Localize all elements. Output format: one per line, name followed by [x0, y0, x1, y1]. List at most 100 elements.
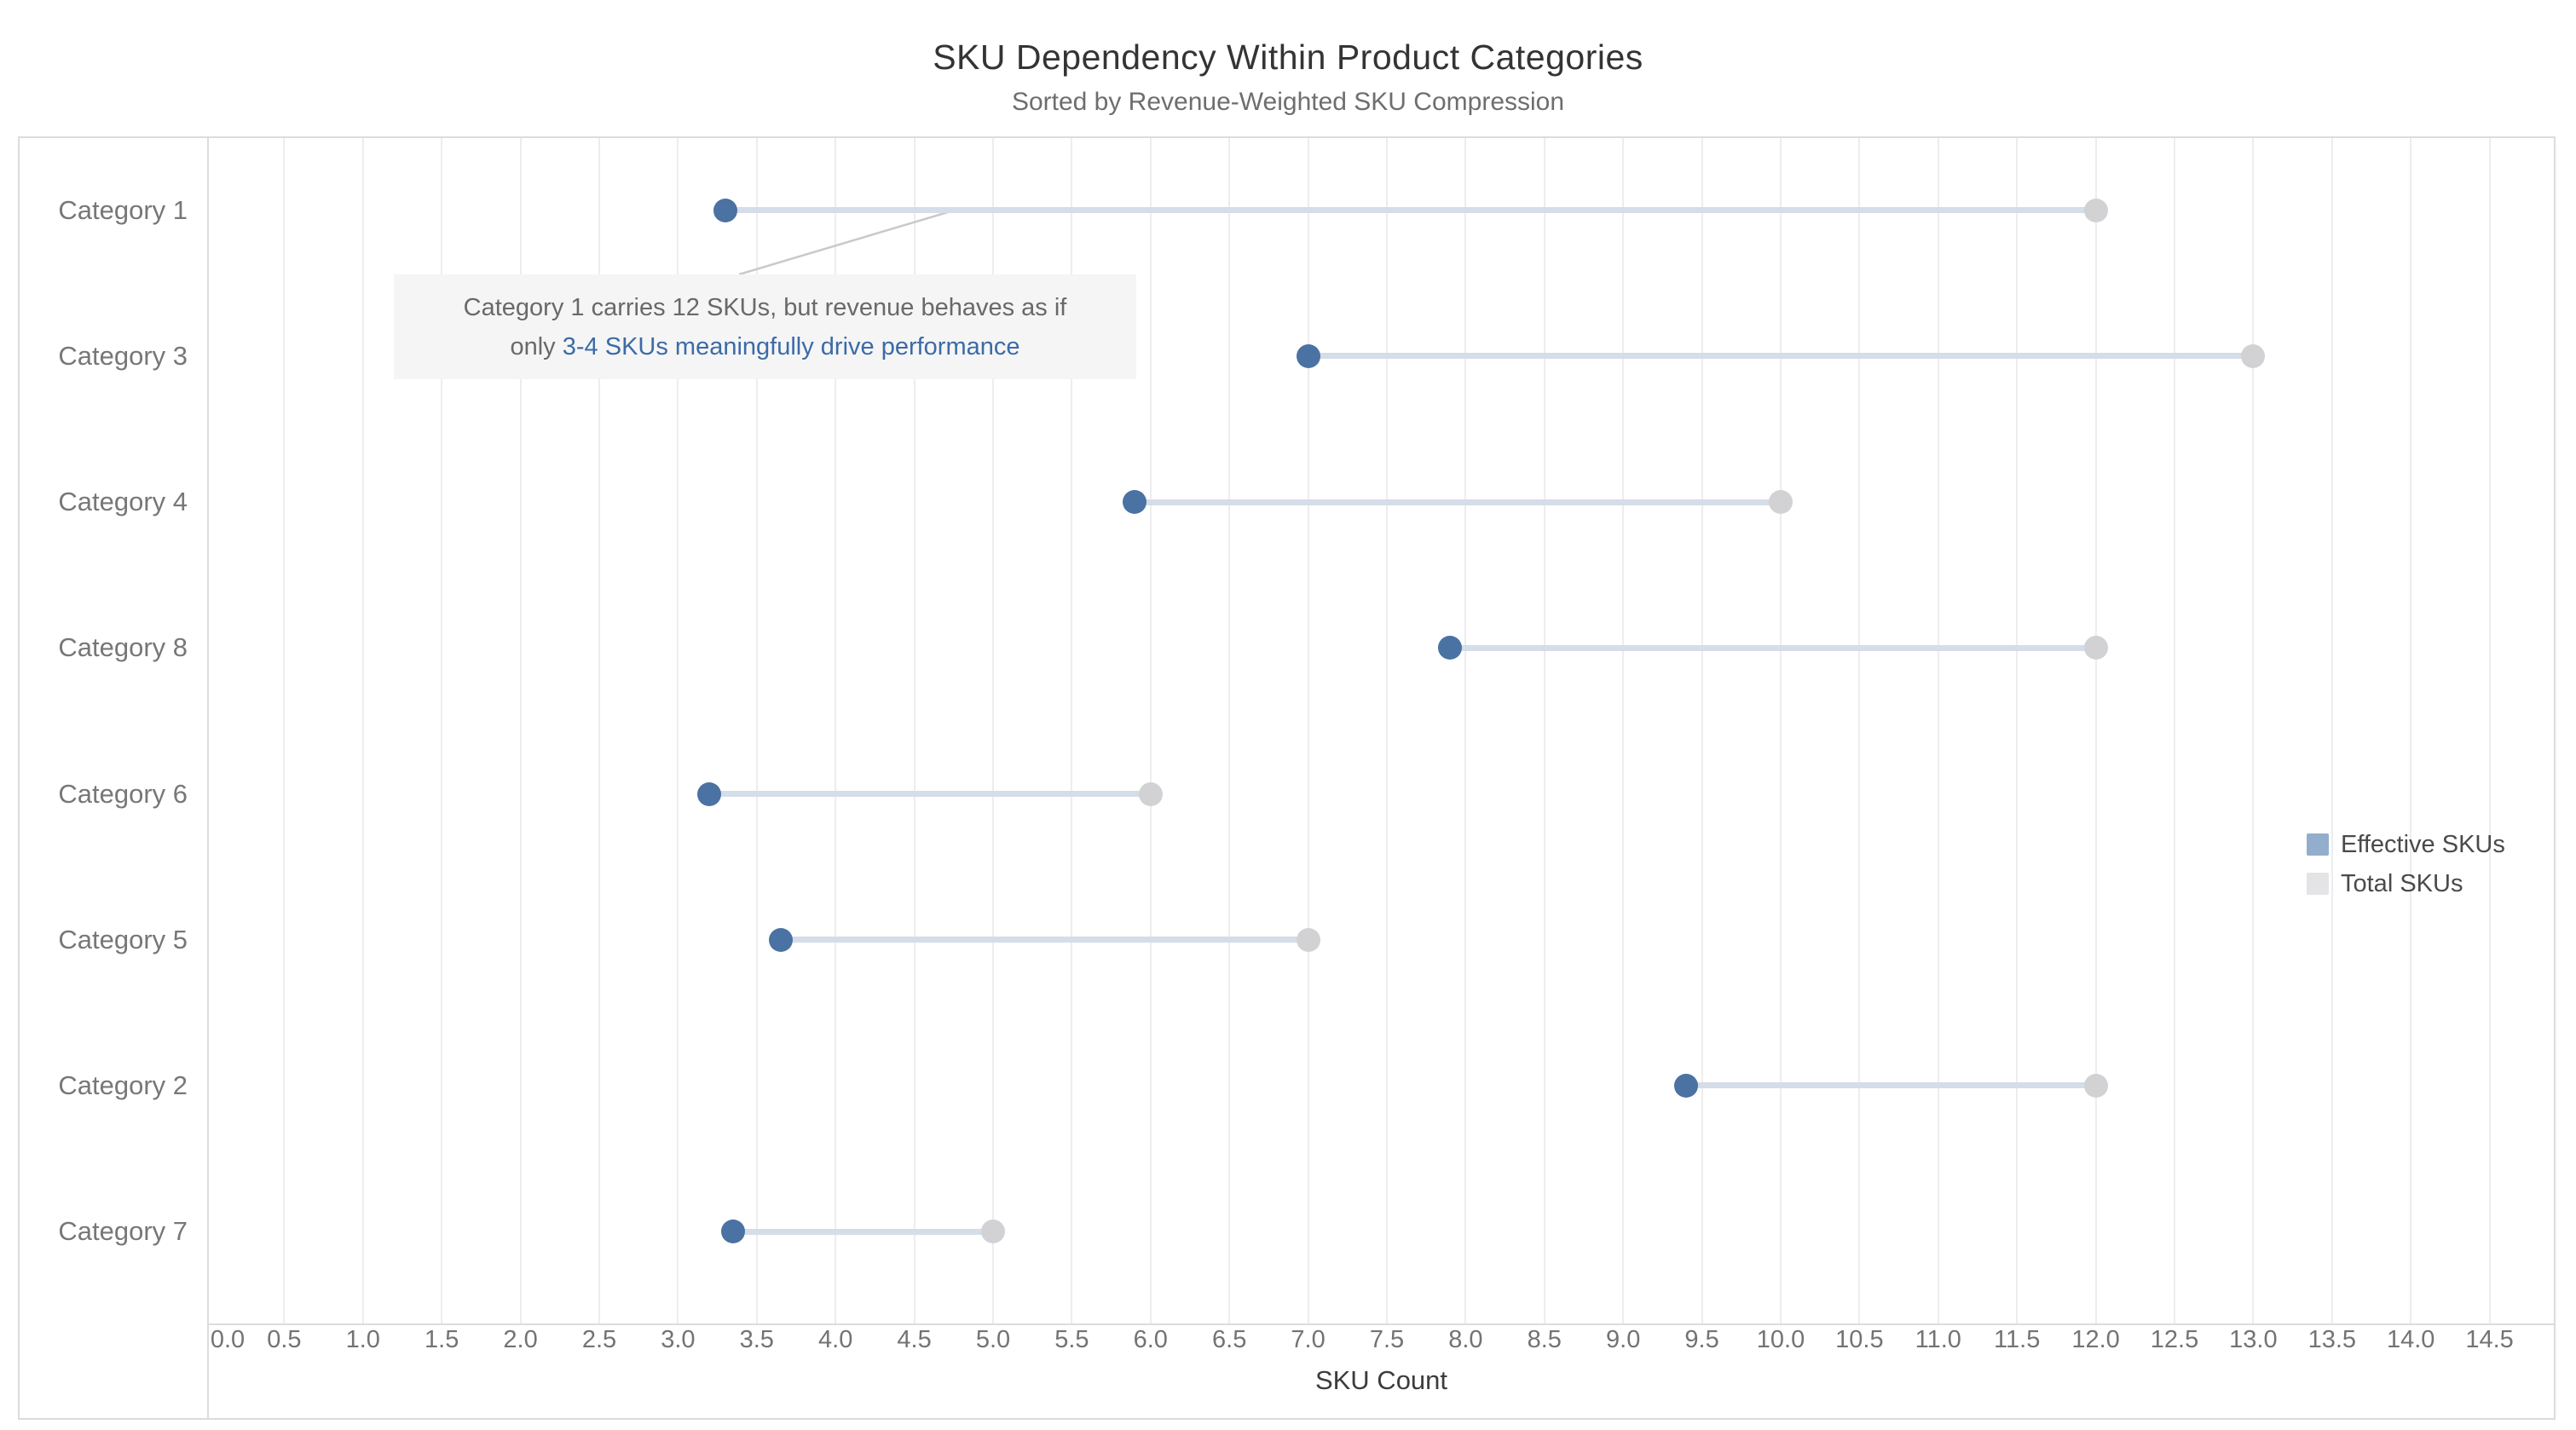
- x-tick-label: 2.5: [581, 1326, 617, 1353]
- dumbbell-connector: [1308, 353, 2254, 360]
- gridline: [2016, 136, 2019, 1323]
- dumbbell-connector: [725, 207, 2096, 214]
- x-tick-label: 11.5: [1994, 1326, 2041, 1353]
- y-axis-label: Category 3: [58, 340, 188, 371]
- annotation-line1: Category 1 carries 12 SKUs, but revenue …: [463, 294, 1067, 321]
- total-skus-dot[interactable]: [981, 1220, 1005, 1244]
- effective-skus-dot[interactable]: [1437, 636, 1462, 660]
- y-axis-label: Category 7: [58, 1216, 188, 1247]
- gridline: [2410, 136, 2412, 1323]
- x-tick-label: 8.0: [1448, 1326, 1483, 1353]
- gridline: [1149, 136, 1152, 1323]
- legend-item-total-skus[interactable]: Total SKUs: [2307, 864, 2463, 903]
- dumbbell-connector: [1686, 1082, 2096, 1089]
- y-axis-label: Category 4: [58, 487, 188, 517]
- gridline: [835, 136, 837, 1323]
- gridline: [1937, 136, 1939, 1323]
- x-tick-label: 10.5: [1835, 1326, 1884, 1353]
- gridline: [2174, 136, 2175, 1323]
- gridline: [1386, 136, 1388, 1323]
- frame-left-border: [18, 136, 20, 1420]
- x-tick-label: 3.0: [661, 1326, 696, 1353]
- annotation-highlight-text: 3-4 SKUs meaningfully drive performance: [562, 333, 1020, 360]
- frame-right-border: [2554, 136, 2556, 1420]
- legend-item-effective-skus[interactable]: Effective SKUs: [2307, 825, 2505, 864]
- effective-skus-dot[interactable]: [768, 927, 793, 952]
- x-tick-label: 3.5: [739, 1326, 774, 1353]
- annotation-line2: only 3-4 SKUs meaningfully drive perform…: [394, 327, 1136, 366]
- annotation-line2-prefix: only: [510, 333, 563, 360]
- effective-skus-dot[interactable]: [1674, 1073, 1699, 1098]
- gridline: [1780, 136, 1782, 1323]
- gridline: [2488, 136, 2491, 1323]
- chart-subtitle: Sorted by Revenue-Weighted SKU Compressi…: [1011, 88, 1565, 116]
- total-skus-dot[interactable]: [2083, 636, 2108, 660]
- x-tick-label: 1.5: [425, 1326, 459, 1353]
- legend-swatch-total-icon: [2307, 873, 2329, 895]
- x-tick-label: 4.5: [897, 1326, 932, 1353]
- gridline: [283, 136, 286, 1323]
- dumbbell-connector: [780, 937, 1308, 943]
- x-tick-label: 13.5: [2307, 1326, 2357, 1353]
- frame-bottom-border: [18, 1418, 2555, 1420]
- effective-skus-dot[interactable]: [697, 781, 722, 806]
- total-skus-dot[interactable]: [1296, 927, 1320, 952]
- x-tick-label: 6.5: [1212, 1326, 1247, 1353]
- dumbbell-connector: [733, 1228, 993, 1235]
- x-tick-label: 11.0: [1915, 1326, 1961, 1353]
- effective-skus-dot[interactable]: [713, 198, 737, 222]
- x-tick-label: 9.5: [1684, 1326, 1719, 1353]
- total-skus-dot[interactable]: [1769, 490, 1793, 515]
- gridline: [677, 136, 679, 1323]
- x-axis-title: SKU Count: [1314, 1365, 1448, 1395]
- effective-skus-dot[interactable]: [721, 1220, 746, 1244]
- x-tick-label: 14.0: [2386, 1326, 2435, 1353]
- gridline: [1543, 136, 1545, 1323]
- gridline: [1464, 136, 1467, 1323]
- total-skus-dot[interactable]: [1138, 781, 1163, 806]
- x-tick-label: 5.5: [1054, 1326, 1089, 1353]
- effective-skus-dot[interactable]: [1123, 490, 1147, 515]
- x-tick-label: 4.0: [818, 1326, 853, 1353]
- gridline: [441, 136, 443, 1323]
- gridline: [755, 136, 758, 1323]
- y-axis-label: Category 1: [58, 194, 188, 225]
- dumbbell-connector: [1449, 644, 2096, 651]
- x-tick-label: 12.5: [2150, 1326, 2199, 1353]
- x-axis-line: [207, 1323, 2556, 1325]
- gridline: [1071, 136, 1073, 1323]
- frame-top-border: [18, 136, 2555, 138]
- x-tick-label: 0.0: [210, 1326, 245, 1353]
- total-skus-dot[interactable]: [2241, 343, 2266, 368]
- y-axis-label: Category 2: [58, 1070, 188, 1100]
- x-tick-label: 5.0: [975, 1326, 1011, 1353]
- y-axis-label: Category 6: [58, 778, 188, 809]
- x-tick-label: 2.0: [503, 1326, 538, 1353]
- y-axis-label: Category 8: [58, 632, 188, 663]
- y-axis-line: [207, 136, 209, 1420]
- gridline: [598, 136, 600, 1323]
- x-tick-label: 7.0: [1291, 1326, 1326, 1353]
- dumbbell-connector: [709, 791, 1151, 797]
- x-tick-label: 7.5: [1369, 1326, 1405, 1353]
- x-tick-label: 9.0: [1606, 1326, 1641, 1353]
- legend-swatch-effective-icon: [2307, 833, 2329, 856]
- gridline: [519, 136, 522, 1323]
- annotation-box: Category 1 carries 12 SKUs, but revenue …: [394, 274, 1136, 379]
- gridline: [913, 136, 915, 1323]
- x-tick-label: 14.5: [2465, 1326, 2514, 1353]
- gridline: [1228, 136, 1231, 1323]
- legend-label-total: Total SKUs: [2341, 869, 2463, 897]
- x-tick-label: 10.0: [1756, 1326, 1805, 1353]
- chart-title: SKU Dependency Within Product Categories: [933, 37, 1643, 77]
- effective-skus-dot[interactable]: [1296, 343, 1320, 368]
- total-skus-dot[interactable]: [2083, 1073, 2108, 1098]
- total-skus-dot[interactable]: [2083, 198, 2108, 222]
- x-tick-label: 13.0: [2229, 1326, 2278, 1353]
- y-axis-label: Category 5: [58, 924, 188, 954]
- legend-label-effective: Effective SKUs: [2341, 830, 2505, 858]
- x-tick-label: 0.5: [267, 1326, 302, 1353]
- gridline: [2094, 136, 2097, 1323]
